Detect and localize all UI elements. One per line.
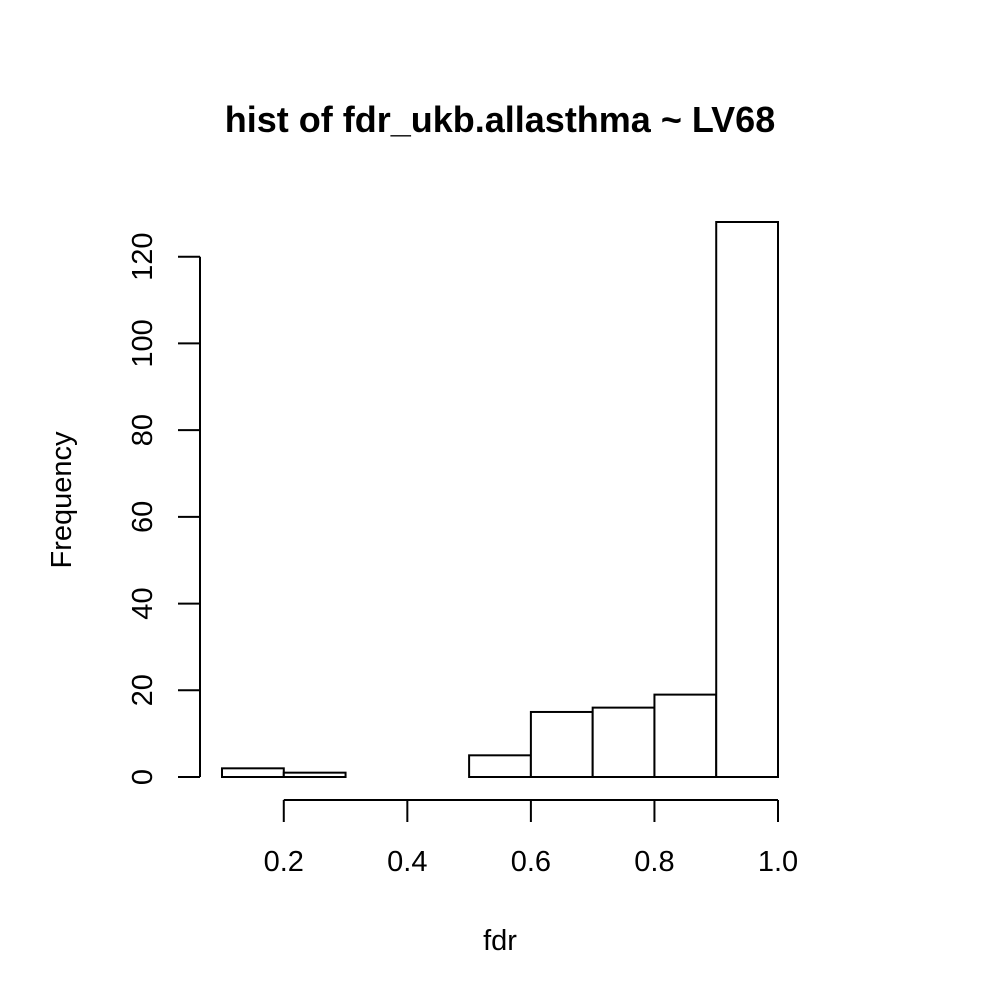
x-tick-label: 0.6 <box>511 846 551 878</box>
histogram-bar <box>591 706 656 778</box>
histogram-bar <box>715 221 780 778</box>
y-tick-label: 80 <box>127 414 159 446</box>
x-axis: 0.2 0.4 0.6 0.8 1.0 <box>264 799 798 878</box>
y-axis: 0 20 40 60 80 100 120 <box>127 232 201 785</box>
histogram-bar <box>468 754 532 778</box>
x-tick-label: 0.8 <box>634 846 674 878</box>
histogram-bar <box>529 710 594 778</box>
y-tick-label: 60 <box>127 501 159 533</box>
x-tick-label: 0.2 <box>264 846 304 878</box>
x-tick-label: 1.0 <box>758 846 798 878</box>
y-tick-label: 120 <box>127 232 159 280</box>
y-axis-label: Frequency <box>46 431 78 569</box>
x-tick-label: 0.4 <box>387 846 427 878</box>
histogram-bars <box>221 221 780 778</box>
x-axis-label: fdr <box>483 925 517 957</box>
y-tick-label: 0 <box>127 769 159 785</box>
y-tick-label: 40 <box>127 587 159 619</box>
histogram-bar <box>653 693 718 778</box>
chart-title: hist of fdr_ukb.allasthma ~ LV68 <box>225 99 775 140</box>
y-tick-label: 20 <box>127 674 159 706</box>
histogram-bar <box>282 771 347 778</box>
y-tick-label: 100 <box>127 319 159 367</box>
histogram-bar <box>221 767 285 778</box>
